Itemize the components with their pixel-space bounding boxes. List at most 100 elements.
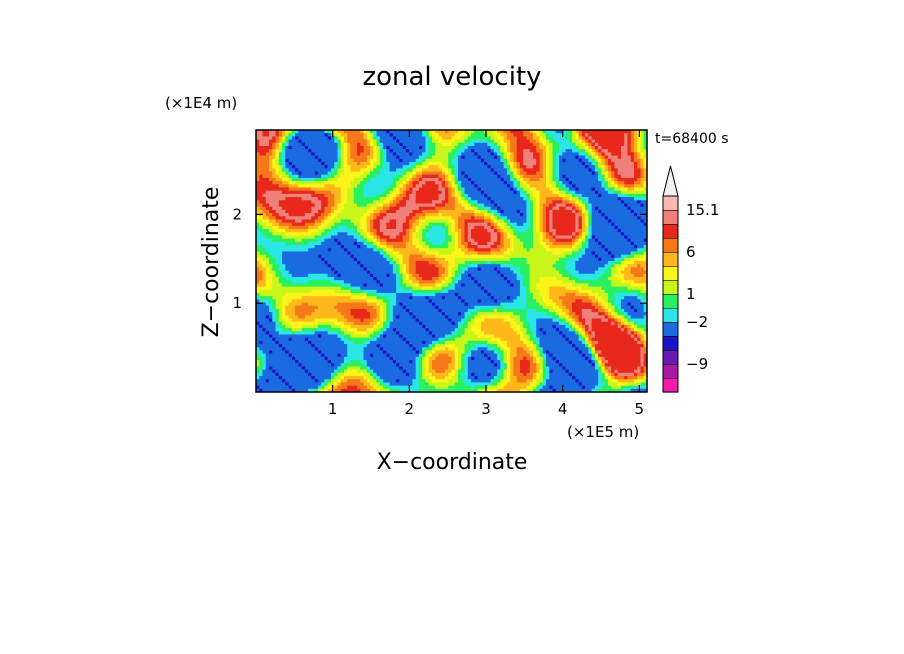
- field-cell: [529, 152, 534, 157]
- field-cell: [493, 225, 498, 230]
- field-cell: [601, 193, 606, 198]
- field-cell: [500, 149, 505, 153]
- field-cell: [568, 177, 573, 182]
- field-cell: [477, 219, 482, 224]
- field-cell: [617, 213, 622, 217]
- field-cell: [617, 197, 622, 201]
- field-cell: [366, 209, 371, 214]
- field-cell: [516, 222, 521, 227]
- field-cell: [516, 181, 521, 185]
- field-cell: [324, 142, 329, 147]
- field-cell: [265, 209, 270, 214]
- field-cell: [363, 184, 368, 189]
- field-cell: [506, 171, 511, 176]
- field-cell: [415, 155, 420, 160]
- field-cell: [353, 229, 358, 233]
- field-cell: [545, 222, 550, 227]
- field-cell: [464, 203, 469, 208]
- field-cell: [523, 222, 528, 227]
- field-cell: [594, 171, 599, 176]
- field-cell: [259, 152, 264, 157]
- field-cell: [581, 219, 586, 224]
- field-cell: [454, 213, 459, 217]
- field-cell: [523, 161, 528, 166]
- field-cell: [487, 200, 492, 205]
- field-cell: [555, 149, 560, 153]
- field-cell: [611, 219, 616, 224]
- field-cell: [526, 133, 531, 137]
- field-cell: [327, 171, 332, 176]
- field-cell: [340, 130, 345, 134]
- field-cell: [545, 190, 550, 195]
- field-cell: [343, 222, 348, 227]
- field-cell: [324, 174, 329, 179]
- field-cell: [516, 206, 521, 211]
- field-cell: [591, 197, 596, 201]
- field-cell: [256, 229, 260, 233]
- field-cell: [643, 165, 647, 169]
- field-cell: [529, 184, 534, 189]
- field-cell: [585, 213, 589, 217]
- field-cell: [552, 181, 557, 185]
- field-cell: [497, 136, 501, 141]
- field-cell: [392, 165, 397, 169]
- field-cell: [275, 200, 280, 205]
- field-cell: [565, 158, 570, 163]
- field-cell: [376, 225, 381, 230]
- field-cell: [444, 155, 449, 160]
- field-cell: [578, 161, 583, 166]
- field-cell: [347, 165, 352, 169]
- field-cell: [480, 190, 485, 195]
- field-cell: [471, 187, 475, 192]
- field-cell: [285, 197, 290, 201]
- field-cell: [396, 130, 400, 134]
- field-cell: [422, 158, 427, 163]
- field-cell: [529, 209, 534, 214]
- field-cell: [549, 171, 554, 176]
- field-cell: [314, 149, 319, 153]
- field-cell: [598, 139, 602, 144]
- field-cell: [601, 130, 606, 134]
- field-cell: [265, 174, 270, 179]
- field-cell: [288, 177, 293, 182]
- field-cell: [383, 197, 387, 201]
- field-cell: [516, 165, 521, 169]
- field-cell: [412, 149, 417, 153]
- field-cell: [545, 168, 550, 173]
- field-cell: [334, 158, 339, 163]
- field-cell: [308, 206, 312, 211]
- field-cell: [581, 145, 586, 150]
- field-cell: [464, 181, 469, 185]
- field-cell: [523, 130, 528, 134]
- field-cell: [370, 181, 374, 185]
- field-cell: [340, 187, 345, 192]
- field-cell: [451, 200, 456, 205]
- field-cell: [529, 139, 534, 144]
- field-cell: [405, 149, 410, 153]
- field-cell: [366, 152, 371, 157]
- field-cell: [415, 152, 420, 157]
- field-cell: [562, 206, 567, 211]
- field-cell: [536, 133, 541, 137]
- field-cell: [360, 177, 365, 182]
- field-cell: [386, 155, 391, 160]
- field-cell: [337, 216, 342, 221]
- field-cell: [585, 174, 589, 179]
- field-cell: [624, 184, 629, 189]
- field-cell: [431, 158, 436, 163]
- field-cell: [526, 200, 531, 205]
- field-cell: [536, 139, 541, 144]
- y-unit-label: (×1E4 m): [165, 94, 237, 112]
- field-cell: [256, 225, 260, 230]
- field-cell: [536, 136, 541, 141]
- field-cell: [412, 136, 417, 141]
- field-cell: [409, 222, 413, 227]
- field-cell: [562, 168, 567, 173]
- field-cell: [321, 216, 326, 221]
- field-cell: [389, 145, 394, 150]
- field-cell: [614, 213, 619, 217]
- field-cell: [484, 165, 488, 169]
- field-cell: [428, 130, 433, 134]
- field-cell: [399, 190, 404, 195]
- field-cell: [461, 152, 466, 157]
